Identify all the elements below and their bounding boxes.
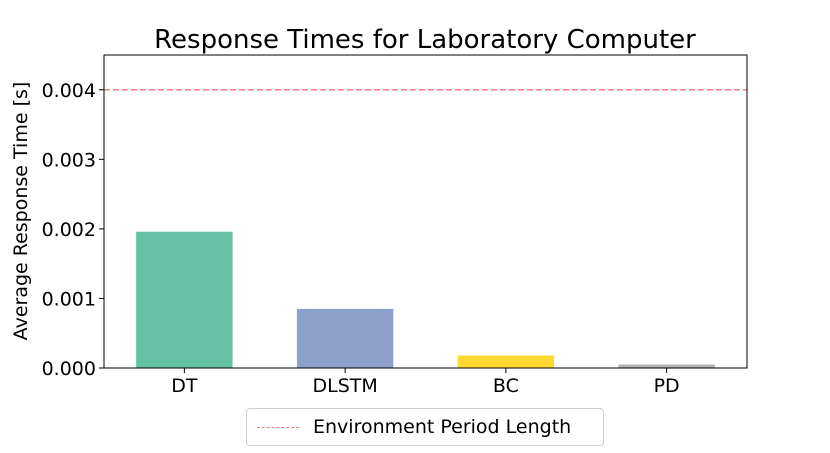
- legend-label: Environment Period Length: [313, 416, 572, 438]
- x-tick-label: PD: [654, 375, 680, 397]
- legend: Environment Period Length: [246, 408, 604, 446]
- x-tick-label: DLSTM: [312, 375, 377, 397]
- bar-pd: [618, 364, 715, 368]
- bar-dlstm: [296, 308, 394, 368]
- y-tick-label: 0.002: [42, 219, 96, 241]
- legend-dashed-line-marker: [257, 426, 299, 428]
- plot-area: DT DLSTM BC PD 0.000 0.001 0.002 0.003 0.004: [42, 54, 748, 397]
- x-tick-label: DT: [171, 375, 198, 397]
- bar-bc: [457, 355, 555, 368]
- bar-dt: [136, 231, 233, 368]
- plot-frame: [103, 54, 748, 369]
- y-tick-label: 0.000: [42, 358, 96, 380]
- y-tick-label: 0.004: [42, 80, 96, 102]
- x-tick-label: BC: [493, 375, 519, 397]
- chart-title: Response Times for Laboratory Computer: [154, 25, 696, 55]
- y-axis-label: Average Response Time [s]: [10, 82, 32, 341]
- y-tick-label: 0.003: [42, 149, 96, 171]
- y-tick-label: 0.001: [42, 288, 96, 310]
